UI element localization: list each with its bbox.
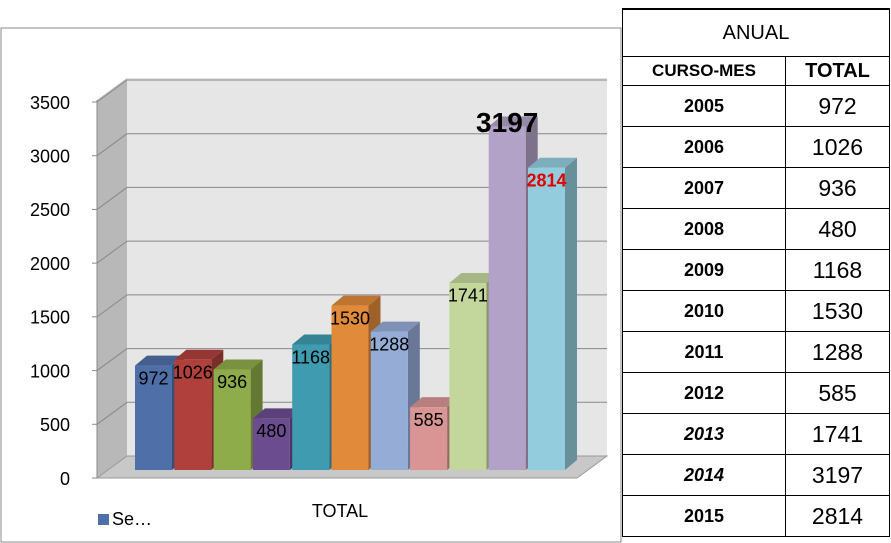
data-label: 480 — [256, 421, 286, 441]
table-cell: 2011 — [622, 331, 786, 373]
data-label: 936 — [217, 372, 247, 392]
legend-swatch — [98, 514, 109, 525]
bar-top — [252, 408, 302, 419]
y-tick-label: 3500 — [30, 93, 70, 113]
header-cell: CURSO-MES — [622, 56, 786, 86]
y-tick-label: 1500 — [30, 308, 70, 328]
data-label: 585 — [414, 410, 444, 430]
y-tick-label: 1000 — [30, 361, 70, 381]
table-title: ANUAL — [622, 8, 890, 57]
table-cell: 1288 — [785, 331, 890, 373]
data-label: 3197 — [476, 107, 538, 138]
data-label: 1741 — [448, 286, 488, 306]
grid-line — [96, 133, 128, 157]
side-wall — [97, 78, 127, 478]
bar-top — [370, 321, 420, 332]
bar — [528, 167, 565, 471]
bar — [252, 418, 290, 470]
table-cell: 2006 — [622, 126, 786, 168]
table-cell: 2015 — [622, 495, 786, 537]
grid-line — [96, 187, 128, 210]
table-cell: 2009 — [622, 249, 786, 291]
bar — [331, 305, 369, 470]
table-cell: 585 — [785, 372, 890, 414]
grid-line — [96, 294, 128, 318]
table-cell: 972 — [785, 85, 890, 127]
bar-top — [488, 116, 538, 127]
table-cell: 1741 — [785, 413, 890, 455]
bar-top — [528, 157, 577, 168]
bar — [410, 407, 448, 470]
data-label: 1530 — [330, 308, 370, 328]
table: ANUAL CURSO-MES TOTAL 2005 972 2006 1026 2007… — [622, 8, 890, 537]
bar-top — [135, 355, 184, 366]
grid-line — [96, 401, 128, 425]
bar — [449, 282, 487, 470]
data-label: 972 — [138, 368, 168, 388]
grid-line — [96, 348, 128, 371]
table-cell: 2007 — [622, 167, 786, 209]
bar — [488, 126, 526, 471]
bar-top — [292, 334, 342, 345]
table-cell: 1530 — [785, 290, 890, 332]
bar-top — [174, 349, 224, 360]
table-cell: 2010 — [622, 290, 786, 332]
table-cell: 2014 — [622, 454, 786, 496]
y-tick-label: 3000 — [30, 146, 70, 166]
table-cell: 936 — [785, 167, 890, 209]
legend-label: Se… — [112, 509, 152, 529]
data-label: 1026 — [173, 363, 213, 383]
bar-top — [331, 295, 381, 306]
table-cell: 2814 — [785, 495, 890, 537]
bar-side — [565, 157, 577, 471]
table-cell: 2012 — [622, 372, 786, 414]
y-tick-label: 0 — [60, 469, 70, 489]
y-tick-label: 2000 — [30, 254, 70, 274]
table-cell: 2005 — [622, 85, 786, 127]
table-cell: 2008 — [622, 208, 786, 250]
y-tick-label: 2500 — [30, 200, 70, 220]
bar — [292, 344, 330, 470]
grid-line — [96, 240, 128, 264]
grid-line — [96, 79, 128, 103]
bar-top — [410, 397, 460, 408]
table-cell: 1168 — [785, 249, 890, 291]
table-cell: 1026 — [785, 126, 890, 168]
bar-top — [213, 359, 263, 370]
chart: TOTAL Se… 0 500 1000 1500 2000 2500 3000 3500 97… — [0, 27, 622, 543]
bar-top — [449, 272, 499, 283]
bar — [174, 359, 212, 470]
data-label: 1288 — [369, 334, 409, 354]
x-axis-label: TOTAL — [312, 501, 368, 521]
table-cell: 2013 — [622, 413, 786, 455]
y-tick-label: 500 — [40, 415, 70, 435]
bar — [135, 365, 172, 470]
header-cell: TOTAL — [785, 56, 890, 86]
bar — [213, 369, 251, 470]
bar — [370, 331, 408, 470]
table-cell: 480 — [785, 208, 890, 250]
data-label: 2814 — [526, 170, 566, 190]
table-cell: 3197 — [785, 454, 890, 496]
data-label: 1168 — [291, 347, 330, 367]
